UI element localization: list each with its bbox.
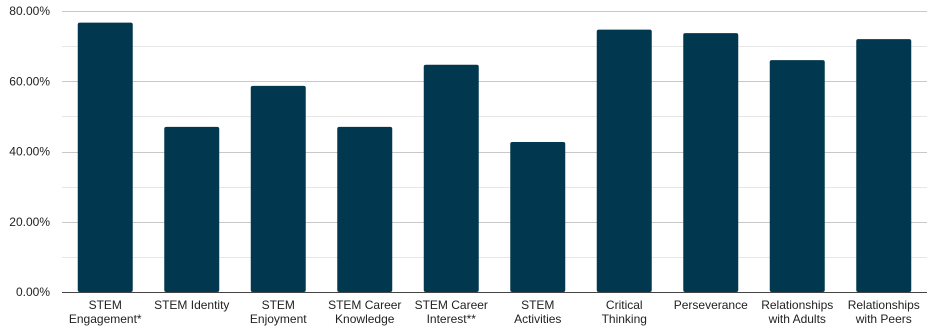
bar: [250, 85, 306, 292]
y-axis-tick-labels: 0.00% 20.00% 40.00% 60.00% 80.00%: [9, 4, 50, 299]
y-tick-label: 20.00%: [9, 215, 50, 229]
bar: [164, 126, 220, 292]
x-category-label: STEM Enjoyment: [250, 298, 307, 326]
y-tick-label: 80.00%: [9, 4, 50, 18]
x-category-label: STEM Career Knowledge: [328, 298, 401, 326]
x-category-label: STEM Engagement*: [69, 298, 142, 326]
x-category-label: STEM Identity: [154, 298, 229, 312]
y-tick-label: 60.00%: [9, 74, 50, 88]
bar: [77, 22, 133, 293]
bar: [596, 29, 652, 293]
bar: [769, 60, 825, 292]
y-tick-label: 40.00%: [9, 145, 50, 159]
x-category-label: STEM Activities: [514, 298, 561, 326]
bar: [683, 33, 739, 292]
bar: [423, 64, 479, 293]
bar: [337, 126, 393, 292]
bar: [510, 142, 566, 292]
bars: [77, 22, 912, 293]
y-tick-label: 0.00%: [16, 285, 50, 299]
x-category-label: Perseverance: [674, 298, 748, 312]
x-category-label: Critical Thinking: [602, 298, 647, 326]
x-category-label: Relationships with Adults: [761, 298, 833, 326]
x-axis-category-labels: STEM Engagement* STEM Identity STEM Enjoymen…: [69, 298, 920, 326]
x-category-label: Relationships with Peers: [848, 298, 920, 326]
bar: [856, 39, 912, 292]
x-category-label: STEM Career Interest**: [415, 298, 488, 326]
